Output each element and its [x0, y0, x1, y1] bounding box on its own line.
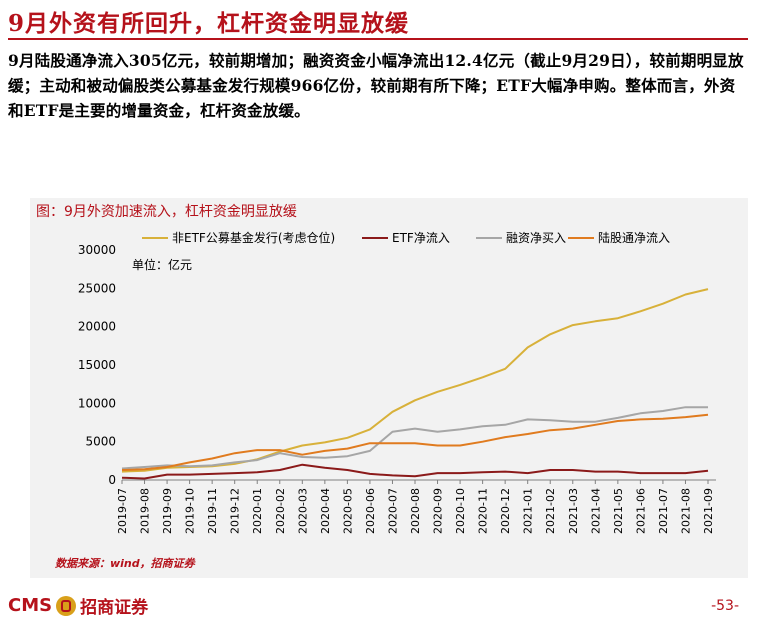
data-source: 数据来源：wind，招商证券: [55, 557, 195, 570]
x-tick-label: 2020-10: [454, 488, 467, 534]
logo-text: CMS: [8, 595, 53, 616]
title-divider: [8, 38, 748, 40]
y-tick-label: 10000: [78, 396, 116, 410]
x-tick-label: 2020-08: [409, 488, 422, 534]
x-tick-label: 2019-09: [161, 488, 174, 534]
x-tick-label: 2020-06: [364, 488, 377, 534]
summary-paragraph: 9月陆股通净流入305亿元，较前期增加；融资资金小幅净流出12.4亿元（截止9月…: [8, 51, 744, 120]
x-tick-label: 2020-12: [499, 488, 512, 534]
legend-label: 融资净买入: [506, 231, 566, 245]
logo-company-name: 招商证券: [80, 598, 149, 618]
x-tick-label: 2020-09: [432, 488, 445, 534]
x-tick-label: 2021-05: [612, 488, 625, 534]
y-tick-label: 25000: [78, 281, 116, 295]
x-tick-label: 2020-11: [477, 488, 490, 534]
x-tick-label: 2021-04: [589, 488, 602, 534]
y-tick-label: 5000: [85, 435, 116, 449]
x-tick-label: 2019-12: [229, 488, 242, 534]
legend-label: ETF净流入: [392, 231, 450, 245]
x-tick-label: 2020-04: [319, 488, 332, 534]
x-tick-label: 2019-11: [206, 488, 219, 534]
x-tick-label: 2019-07: [116, 488, 129, 534]
x-tick-label: 2020-07: [386, 488, 399, 534]
logo-emblem-icon: [56, 595, 77, 616]
x-tick-label: 2021-08: [679, 488, 692, 534]
x-tick-label: 2021-09: [702, 488, 715, 534]
series-line-3: [121, 406, 708, 470]
chart-title: 图：9月外资加速流入，杠杆资金明显放缓: [36, 204, 297, 220]
series-line-4: [121, 413, 709, 471]
y-tick-label: 20000: [78, 320, 116, 334]
y-tick-label: 30000: [78, 243, 116, 257]
y-tick-label: 15000: [78, 358, 116, 372]
unit-label: 单位：亿元: [132, 257, 192, 272]
x-tick-label: 2019-10: [184, 488, 197, 534]
y-tick-label: 0: [108, 473, 116, 487]
chart-background: [30, 198, 748, 578]
x-tick-label: 2021-07: [657, 488, 670, 534]
company-logo: CMS 招商证券: [8, 593, 148, 618]
legend-label: 陆股通净流入: [598, 230, 670, 245]
page-title: 9月外资有所回升，杠杆资金明显放缓: [8, 10, 410, 37]
line-chart: 0 5000 10000 15000 20000 25000 30000 2019-07 201…: [78, 230, 716, 534]
series-line-1: [121, 288, 709, 473]
x-tick-label: 2020-03: [296, 488, 309, 534]
x-tick-label: 2019-08: [139, 488, 152, 534]
x-tick-label: 2020-02: [274, 488, 287, 534]
legend-label: 非ETF公募基金发行(考虑仓位): [172, 230, 335, 245]
x-tick-label: 2020-01: [251, 488, 264, 534]
x-tick-label: 2021-03: [567, 488, 580, 534]
x-tick-label: 2021-02: [544, 488, 557, 534]
series-line-2: [121, 463, 709, 480]
x-tick-label: 2021-01: [522, 488, 535, 534]
page-number: -53-: [711, 598, 739, 614]
x-tick-label: 2021-06: [634, 488, 647, 534]
x-tick-label: 2020-05: [341, 488, 354, 534]
